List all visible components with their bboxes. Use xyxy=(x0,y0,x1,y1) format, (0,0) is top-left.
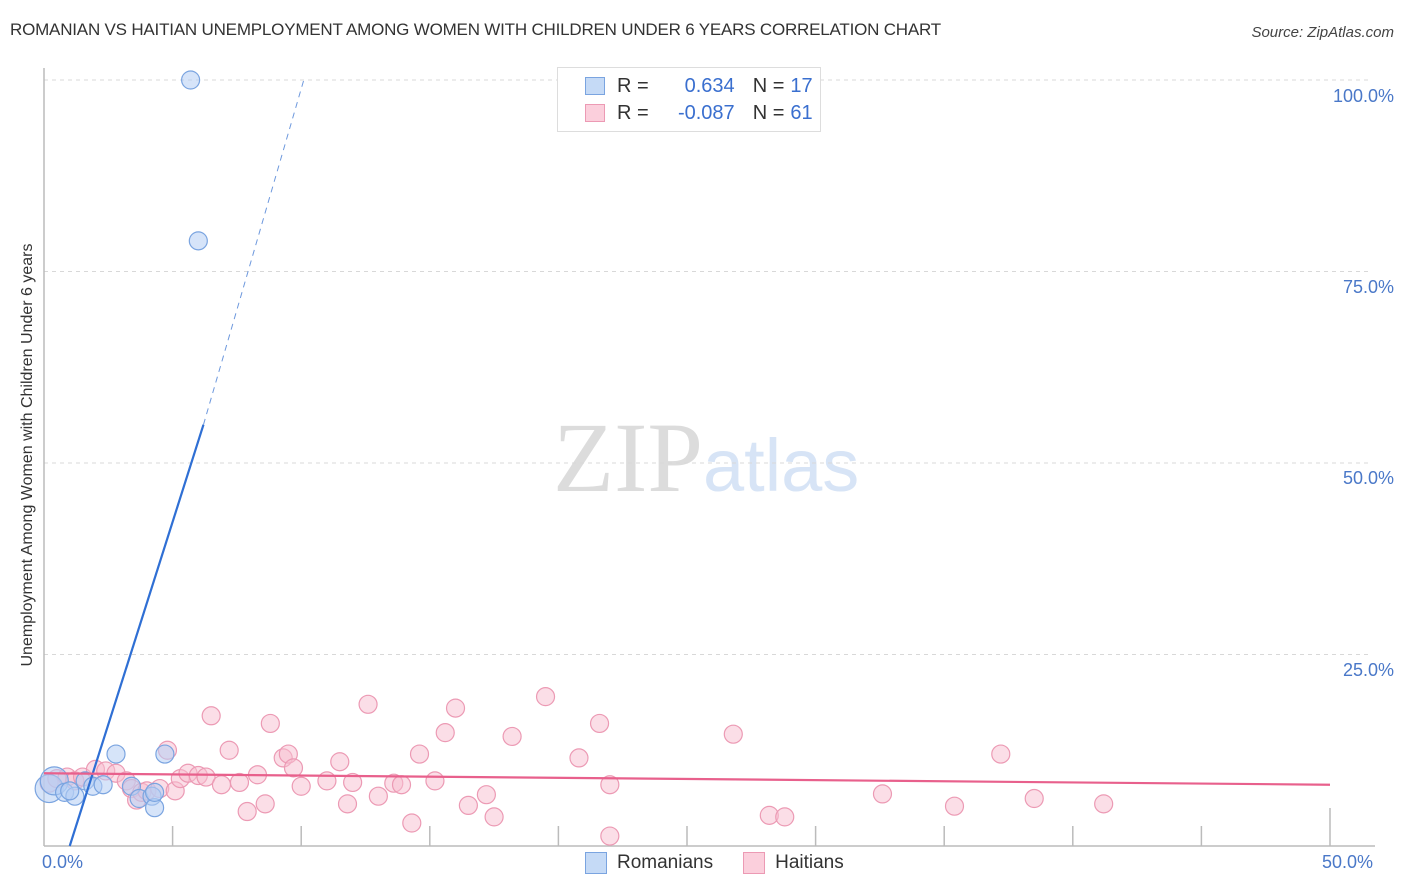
romanian-point xyxy=(188,231,208,251)
watermark: ZIPatlas xyxy=(553,400,859,515)
haitian-point xyxy=(600,826,620,846)
haitian-point xyxy=(1094,794,1114,814)
y-tick-100: 100.0% xyxy=(1332,86,1394,106)
series-legend: Romanians Haitians xyxy=(585,852,874,874)
romanian-point xyxy=(155,744,175,764)
y-axis-label: Unemployment Among Women with Children U… xyxy=(19,243,36,667)
legend-label: Romanians xyxy=(617,852,714,873)
haitian-point xyxy=(317,771,337,791)
y-tick-25: 25.0% xyxy=(1342,660,1394,680)
haitian-point xyxy=(330,752,350,772)
source-credit: Source: ZipAtlas.com xyxy=(1251,24,1394,41)
haitian-point xyxy=(211,775,232,795)
trend-lines xyxy=(43,79,1331,847)
haitian-point xyxy=(201,706,221,726)
haitian-point xyxy=(775,807,795,827)
stats-legend: R = 0.634 N = 17 R = -0.087 N = 61 xyxy=(557,67,821,132)
haitian-point xyxy=(196,767,216,787)
haitian-point xyxy=(535,687,556,707)
haitian-point xyxy=(358,694,378,714)
haitian-point xyxy=(458,795,478,816)
haitian-point xyxy=(425,771,445,791)
y-tick-50: 50.0% xyxy=(1342,468,1394,488)
x-tick-50: 50.0% xyxy=(1322,852,1374,872)
romanian-point xyxy=(106,744,126,764)
axes xyxy=(43,68,1375,847)
romanians-trend-extension xyxy=(202,79,305,425)
haitian-point xyxy=(1024,788,1044,809)
haitian-point xyxy=(872,784,893,804)
legend-label: Haitians xyxy=(775,852,844,873)
romanian-point xyxy=(93,775,113,795)
n-label: N = xyxy=(752,74,785,97)
watermark-atlas: atlas xyxy=(703,424,860,507)
haitian-point xyxy=(337,794,358,814)
haitian-point xyxy=(368,786,388,806)
haitian-point xyxy=(723,724,743,744)
r-label: R = xyxy=(617,101,649,124)
n-value: 17 xyxy=(790,74,813,97)
n-value: 61 xyxy=(790,101,813,124)
legend-item-haitians[interactable]: Haitians xyxy=(743,852,844,874)
haitian-point xyxy=(600,775,620,795)
haitian-point xyxy=(435,723,455,743)
haitians-swatch xyxy=(585,104,605,122)
y-tick-75: 75.0% xyxy=(1342,277,1394,297)
haitian-point xyxy=(991,744,1011,764)
romanian-point xyxy=(181,70,201,90)
r-value: -0.087 xyxy=(677,101,735,124)
romanian-point xyxy=(60,781,80,801)
romanians-trend-line xyxy=(68,424,205,847)
legend-item-romanians[interactable]: Romanians xyxy=(585,852,713,874)
haitian-point xyxy=(502,726,522,747)
watermark-zip: ZIP xyxy=(553,402,703,513)
chart-title: ROMANIAN VS HAITIAN UNEMPLOYMENT AMONG W… xyxy=(10,20,941,39)
haitian-point xyxy=(445,698,466,718)
haitian-point xyxy=(944,796,965,816)
haitian-point xyxy=(484,807,504,827)
haitian-point xyxy=(569,748,589,768)
r-value: 0.634 xyxy=(684,74,735,97)
haitian-point xyxy=(343,772,363,793)
haitian-point xyxy=(409,744,430,764)
x-tick-0: 0.0% xyxy=(42,852,84,872)
haitian-point xyxy=(229,772,250,793)
legend-row-romanians: R = 0.634 N = 17 xyxy=(585,74,813,98)
haitian-point xyxy=(589,713,610,734)
haitian-point xyxy=(283,758,304,778)
haitian-point xyxy=(255,794,275,814)
haitians-points xyxy=(39,687,1114,846)
haitian-point xyxy=(476,785,496,805)
n-label: N = xyxy=(752,101,785,124)
romanian-point xyxy=(144,782,165,802)
romanians-swatch xyxy=(585,77,605,95)
haitian-point xyxy=(219,740,239,760)
legend-row-haitians: R = -0.087 N = 61 xyxy=(585,101,813,125)
gridlines xyxy=(44,79,1370,655)
romanians-swatch xyxy=(585,852,607,874)
haitian-point xyxy=(260,713,280,734)
r-label: R = xyxy=(617,74,649,97)
haitians-swatch xyxy=(743,852,766,874)
haitian-point xyxy=(391,775,412,795)
haitian-point xyxy=(291,776,311,796)
haitian-point xyxy=(237,801,257,822)
haitian-point xyxy=(402,813,422,833)
romanians-points xyxy=(34,70,208,818)
haitians-trend-line xyxy=(43,772,1331,786)
